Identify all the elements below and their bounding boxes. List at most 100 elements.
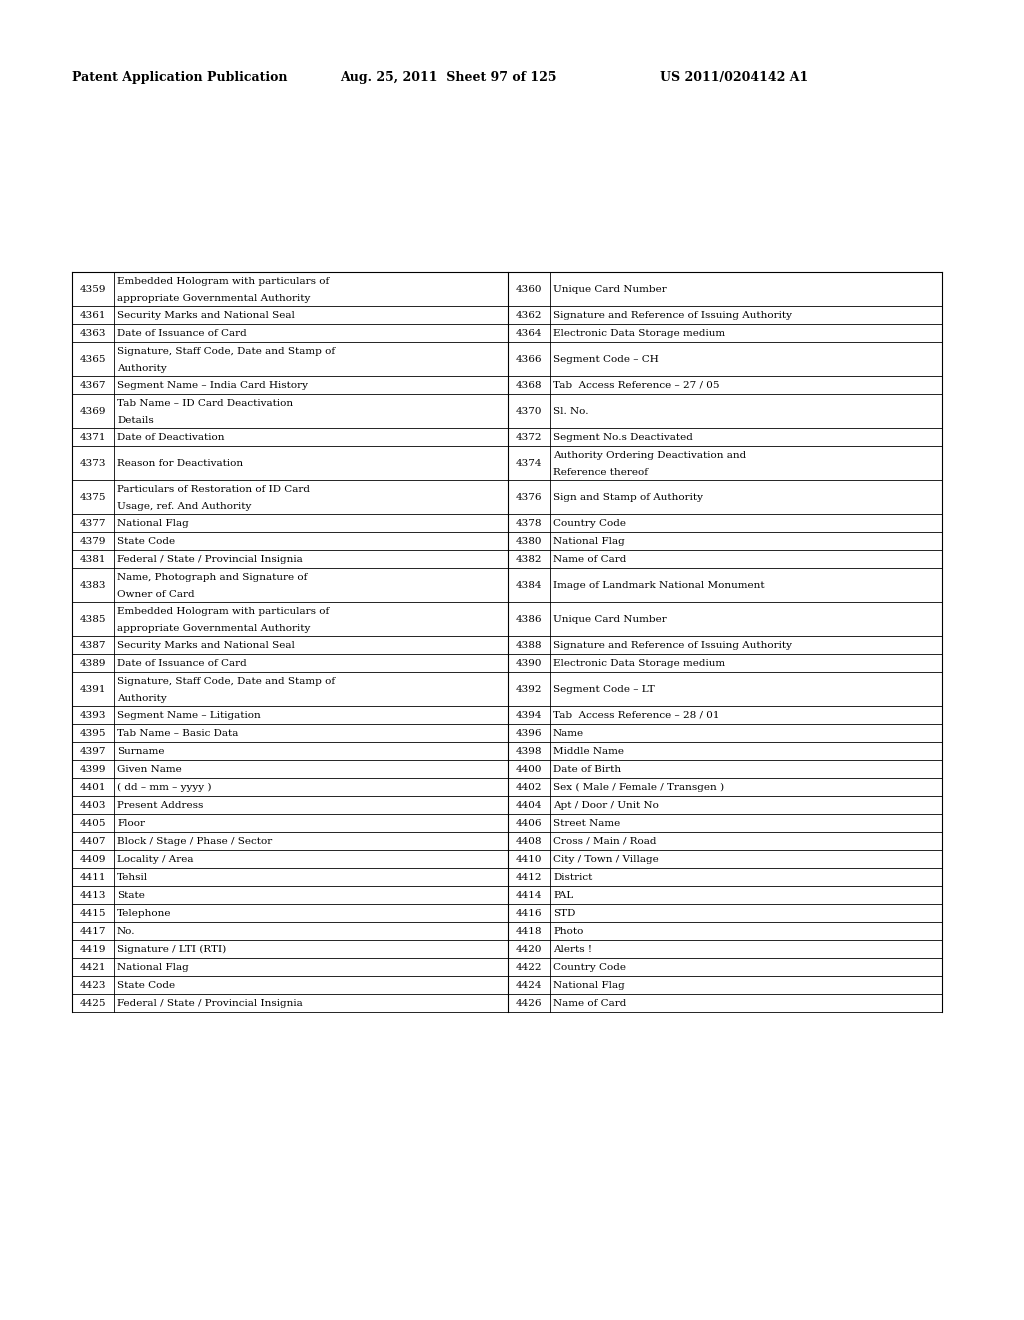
Text: 4373: 4373	[80, 458, 106, 467]
Text: 4406: 4406	[516, 818, 543, 828]
Text: Authority: Authority	[117, 694, 167, 702]
Text: 4395: 4395	[80, 729, 106, 738]
Text: 4368: 4368	[516, 380, 543, 389]
Text: Name of Card: Name of Card	[553, 554, 627, 564]
Text: Date of Deactivation: Date of Deactivation	[117, 433, 224, 441]
Text: 4391: 4391	[80, 685, 106, 693]
Text: District: District	[553, 873, 592, 882]
Text: Date of Issuance of Card: Date of Issuance of Card	[117, 329, 247, 338]
Text: 4397: 4397	[80, 747, 106, 755]
Text: 4413: 4413	[80, 891, 106, 899]
Text: Signature and Reference of Issuing Authority: Signature and Reference of Issuing Autho…	[553, 310, 792, 319]
Text: 4407: 4407	[80, 837, 106, 846]
Text: Unique Card Number: Unique Card Number	[553, 615, 667, 623]
Text: 4382: 4382	[516, 554, 543, 564]
Text: 4393: 4393	[80, 710, 106, 719]
Text: Details: Details	[117, 416, 154, 425]
Text: 4414: 4414	[516, 891, 543, 899]
Text: Date of Birth: Date of Birth	[553, 764, 622, 774]
Text: 4408: 4408	[516, 837, 543, 846]
Text: Date of Issuance of Card: Date of Issuance of Card	[117, 659, 247, 668]
Text: Segment Code – LT: Segment Code – LT	[553, 685, 654, 693]
Text: Electronic Data Storage medium: Electronic Data Storage medium	[553, 659, 725, 668]
Text: 4383: 4383	[80, 581, 106, 590]
Text: 4417: 4417	[80, 927, 106, 936]
Text: 4381: 4381	[80, 554, 106, 564]
Text: Country Code: Country Code	[553, 519, 626, 528]
Text: Security Marks and National Seal: Security Marks and National Seal	[117, 640, 295, 649]
Text: Signature, Staff Code, Date and Stamp of: Signature, Staff Code, Date and Stamp of	[117, 347, 335, 356]
Text: Owner of Card: Owner of Card	[117, 590, 195, 599]
Text: National Flag: National Flag	[117, 962, 188, 972]
Text: Name of Card: Name of Card	[553, 998, 627, 1007]
Text: 4378: 4378	[516, 519, 543, 528]
Text: No.: No.	[117, 927, 135, 936]
Text: Apt / Door / Unit No: Apt / Door / Unit No	[553, 800, 658, 809]
Text: 4415: 4415	[80, 908, 106, 917]
Text: Tehsil: Tehsil	[117, 873, 148, 882]
Text: 4364: 4364	[516, 329, 543, 338]
Text: 4390: 4390	[516, 659, 543, 668]
Text: 4426: 4426	[516, 998, 543, 1007]
Text: Security Marks and National Seal: Security Marks and National Seal	[117, 310, 295, 319]
Text: 4379: 4379	[80, 536, 106, 545]
Text: National Flag: National Flag	[117, 519, 188, 528]
Text: 4419: 4419	[80, 945, 106, 953]
Text: 4360: 4360	[516, 285, 543, 293]
Text: Electronic Data Storage medium: Electronic Data Storage medium	[553, 329, 725, 338]
Text: 4400: 4400	[516, 764, 543, 774]
Text: Particulars of Restoration of ID Card: Particulars of Restoration of ID Card	[117, 484, 310, 494]
Text: 4387: 4387	[80, 640, 106, 649]
Text: 4362: 4362	[516, 310, 543, 319]
Text: 4367: 4367	[80, 380, 106, 389]
Text: Reference thereof: Reference thereof	[553, 467, 648, 477]
Text: 4363: 4363	[80, 329, 106, 338]
Text: Cross / Main / Road: Cross / Main / Road	[553, 837, 656, 846]
Text: Signature / LTI (RTI): Signature / LTI (RTI)	[117, 944, 226, 953]
Text: National Flag: National Flag	[553, 536, 625, 545]
Text: Signature and Reference of Issuing Authority: Signature and Reference of Issuing Autho…	[553, 640, 792, 649]
Text: 4410: 4410	[516, 854, 543, 863]
Text: Surname: Surname	[117, 747, 165, 755]
Text: 4402: 4402	[516, 783, 543, 792]
Text: Tab Name – ID Card Deactivation: Tab Name – ID Card Deactivation	[117, 399, 293, 408]
Text: Locality / Area: Locality / Area	[117, 854, 194, 863]
Text: National Flag: National Flag	[553, 981, 625, 990]
Text: Photo: Photo	[553, 927, 584, 936]
Text: 4405: 4405	[80, 818, 106, 828]
Text: Embedded Hologram with particulars of: Embedded Hologram with particulars of	[117, 277, 330, 286]
Text: Federal / State / Provincial Insignia: Federal / State / Provincial Insignia	[117, 998, 303, 1007]
Text: Sl. No.: Sl. No.	[553, 407, 589, 416]
Text: State Code: State Code	[117, 536, 175, 545]
Text: 4425: 4425	[80, 998, 106, 1007]
Text: 4423: 4423	[80, 981, 106, 990]
Text: Given Name: Given Name	[117, 764, 181, 774]
Text: State: State	[117, 891, 144, 899]
Text: Name: Name	[553, 729, 584, 738]
Text: Tab  Access Reference – 27 / 05: Tab Access Reference – 27 / 05	[553, 380, 720, 389]
Text: ( dd – mm – yyyy ): ( dd – mm – yyyy )	[117, 783, 212, 792]
Text: 4392: 4392	[516, 685, 543, 693]
Text: 4394: 4394	[516, 710, 543, 719]
Text: Segment Name – India Card History: Segment Name – India Card History	[117, 380, 308, 389]
Text: Authority: Authority	[117, 364, 167, 372]
Text: Segment Name – Litigation: Segment Name – Litigation	[117, 710, 261, 719]
Text: Authority Ordering Deactivation and: Authority Ordering Deactivation and	[553, 451, 746, 459]
Text: 4418: 4418	[516, 927, 543, 936]
Text: Block / Stage / Phase / Sector: Block / Stage / Phase / Sector	[117, 837, 272, 846]
Text: Telephone: Telephone	[117, 908, 171, 917]
Text: Unique Card Number: Unique Card Number	[553, 285, 667, 293]
Text: Segment Code – CH: Segment Code – CH	[553, 355, 658, 363]
Text: 4396: 4396	[516, 729, 543, 738]
Text: State Code: State Code	[117, 981, 175, 990]
Text: Name, Photograph and Signature of: Name, Photograph and Signature of	[117, 573, 307, 582]
Text: Floor: Floor	[117, 818, 145, 828]
Text: 4375: 4375	[80, 492, 106, 502]
Text: Signature, Staff Code, Date and Stamp of: Signature, Staff Code, Date and Stamp of	[117, 677, 335, 686]
Text: 4388: 4388	[516, 640, 543, 649]
Text: 4377: 4377	[80, 519, 106, 528]
Text: Federal / State / Provincial Insignia: Federal / State / Provincial Insignia	[117, 554, 303, 564]
Text: 4374: 4374	[516, 458, 543, 467]
Text: 4385: 4385	[80, 615, 106, 623]
Text: 4424: 4424	[516, 981, 543, 990]
